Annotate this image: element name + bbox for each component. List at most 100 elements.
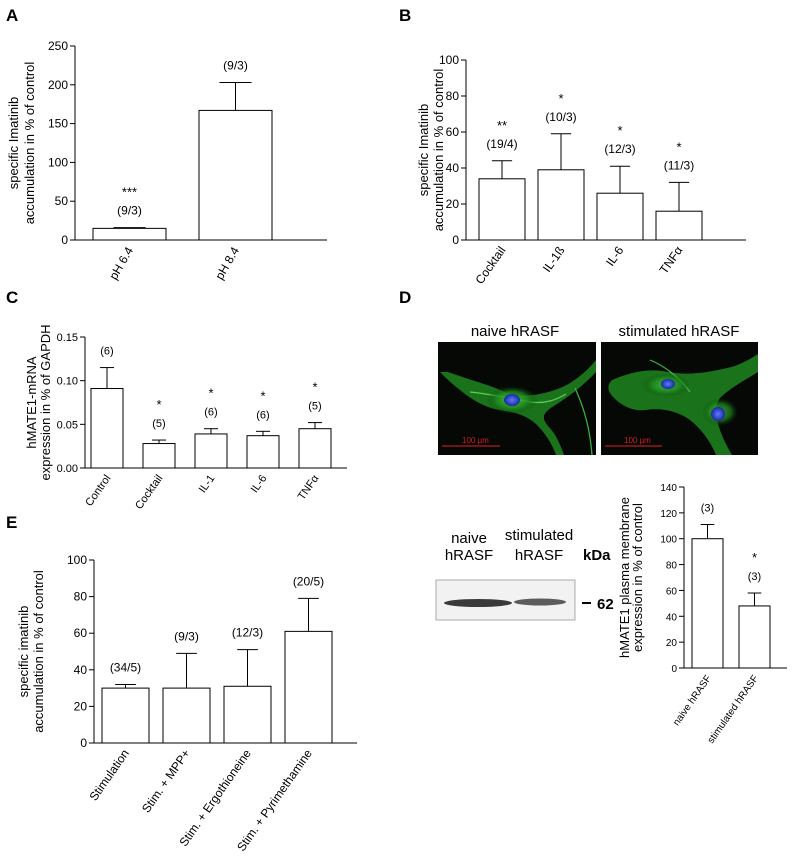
n-label: (6): [204, 407, 217, 419]
bar: [101, 687, 150, 744]
micrograph-stimulated: 100 µm: [601, 342, 758, 455]
bar: [596, 192, 644, 241]
y-tick-label: 250: [48, 39, 68, 53]
y-tick-label: 0: [671, 664, 677, 675]
n-label: (3): [701, 502, 714, 514]
n-label: (20/5): [293, 574, 324, 588]
bar: [655, 210, 703, 241]
y-tick-label: 80: [446, 89, 460, 103]
bar: [90, 388, 124, 469]
category-label: pH 8.4: [212, 244, 242, 282]
blot-label-stimulated-2: hRASF: [515, 547, 563, 564]
bar: [298, 428, 332, 469]
bar: [198, 109, 273, 241]
n-label: (12/3): [604, 142, 635, 156]
category-label: IL-6: [603, 243, 627, 268]
y-tick-label: 200: [48, 78, 68, 92]
bar: [284, 630, 333, 744]
y-axis-label: specific imatinib: [16, 606, 31, 698]
y-axis-label: hMATE1-mRNA: [24, 356, 39, 449]
bar: [246, 435, 280, 469]
y-tick-label: 100: [660, 535, 677, 546]
y-tick-label: 100: [67, 553, 87, 567]
y-axis-label: hMATE1 plasma membrane: [617, 497, 632, 658]
category-label: Stim. + MPP+: [139, 747, 193, 816]
panel-letter-d: D: [399, 288, 411, 307]
y-tick-label: 50: [55, 194, 69, 208]
n-label: (5): [152, 418, 165, 430]
bar: [223, 685, 272, 744]
n-label: (6): [100, 346, 113, 358]
panel-letter-e: E: [6, 513, 17, 532]
y-axis-label: accumulation in % of control: [31, 570, 46, 733]
y-axis-label: specific Imatinib: [416, 104, 431, 196]
chart-a: 0 50 100 150 200 250 specific Imatinib accumula…: [6, 39, 327, 282]
y-tick-label: 20: [74, 699, 88, 713]
y-tick-label: 20: [666, 638, 678, 649]
y-tick-label: 40: [446, 161, 460, 175]
significance-marker: *: [208, 386, 213, 401]
y-axis-label: specific Imatinib: [6, 97, 21, 189]
bar: [478, 178, 526, 241]
bar: [537, 169, 585, 241]
chart-e: 0 20 40 60 80 100 specific imatinib accumulatio…: [16, 553, 357, 854]
image-title-naive: naive hRASF: [471, 323, 559, 340]
y-tick-label: 120: [660, 509, 677, 520]
y-tick-label: 100: [48, 155, 68, 169]
significance-marker: *: [156, 397, 161, 412]
category-label: Control: [83, 473, 113, 509]
panel-letter-a: A: [6, 6, 18, 25]
panel-letter-b: B: [399, 6, 411, 25]
category-label: IL-1: [197, 473, 218, 495]
n-label: (5): [308, 401, 321, 413]
significance-marker: **: [497, 118, 507, 133]
y-tick-label: 60: [74, 626, 88, 640]
chart-b: 0 20 40 60 80 100 specific Imatinib accumulatio…: [416, 53, 746, 287]
y-tick-label: 0: [80, 736, 87, 750]
n-label: (11/3): [664, 158, 694, 172]
blot-label-naive-1: naive: [451, 530, 487, 547]
n-label: (6): [256, 409, 269, 421]
category-label: Cocktail: [473, 244, 509, 287]
bar: [92, 227, 167, 241]
category-label: stimulated hRASF: [706, 673, 761, 745]
y-tick-label: 80: [666, 561, 678, 572]
n-label: (10/3): [545, 110, 576, 124]
significance-marker: *: [617, 123, 622, 138]
bar: [691, 538, 724, 669]
significance-marker: *: [312, 380, 317, 395]
y-tick-label: 0.00: [57, 463, 78, 475]
n-label: (9/3): [117, 204, 142, 218]
bar: [142, 443, 176, 469]
scale-bar-label-stimulated: 100 µm: [624, 436, 651, 445]
n-label: (3): [748, 571, 761, 583]
scale-bar-label-naive: 100 µm: [462, 436, 489, 445]
image-title-stimulated: stimulated hRASF: [619, 323, 740, 340]
y-axis-label: expression in % of control: [630, 503, 645, 652]
y-tick-label: 100: [439, 53, 459, 67]
panel-letter-c: C: [6, 288, 18, 307]
bar: [194, 433, 228, 469]
significance-marker: ***: [122, 185, 137, 200]
y-tick-label: 60: [666, 586, 678, 597]
significance-marker: *: [558, 91, 563, 106]
category-label: Cocktail: [133, 473, 165, 512]
n-label: (9/3): [223, 58, 248, 72]
n-label: (12/3): [232, 626, 263, 640]
category-label: naive hRASF: [671, 673, 714, 728]
bar: [738, 605, 771, 669]
category-label: TNFα: [296, 472, 322, 502]
y-axis-label: accumulation in % of control: [22, 62, 37, 225]
significance-marker: *: [676, 139, 681, 154]
band-marker-label: 62: [597, 596, 614, 613]
category-label: pH 6.4: [106, 244, 136, 282]
y-tick-label: 60: [446, 125, 460, 139]
y-tick-label: 80: [74, 590, 88, 604]
y-tick-label: 140: [660, 483, 677, 494]
blot-label-naive-2: hRASF: [445, 547, 493, 564]
y-tick-label: 20: [446, 197, 460, 211]
significance-marker: *: [752, 550, 757, 565]
y-tick-label: 40: [666, 612, 678, 623]
y-tick-label: 0: [61, 233, 68, 247]
